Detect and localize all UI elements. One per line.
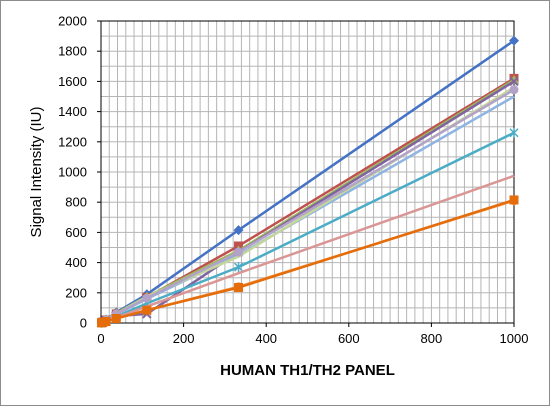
y-tick-label: 1200 (58, 134, 87, 149)
y-tick-label: 0 (80, 316, 87, 331)
y-tick-label: 1600 (58, 74, 87, 89)
y-tick-label: 1400 (58, 104, 87, 119)
data-point (233, 262, 244, 273)
x-axis-title: HUMAN TH1/TH2 PANEL (220, 362, 395, 379)
data-point (101, 316, 111, 326)
y-axis-title: Signal Intensity (IU) (28, 107, 45, 238)
data-point (509, 195, 519, 205)
data-point (509, 85, 519, 95)
y-tick-label: 1800 (58, 44, 87, 59)
x-tick-label: 400 (255, 331, 277, 346)
x-tick-label: 800 (421, 331, 443, 346)
data-point (142, 305, 152, 315)
y-tick-label: 400 (65, 255, 87, 270)
y-tick-label: 2000 (58, 14, 87, 29)
y-tick-label: 1000 (58, 165, 87, 180)
x-tick-label: 1000 (500, 331, 529, 346)
x-tick-label: 200 (173, 331, 195, 346)
series-lines (96, 35, 519, 328)
x-tick-label: 0 (97, 331, 104, 346)
data-series (97, 195, 519, 328)
data-point (509, 127, 519, 138)
data-point (234, 283, 244, 293)
data-point (142, 293, 152, 303)
y-tick-label: 800 (65, 195, 87, 210)
y-tick-label: 200 (65, 285, 87, 300)
y-axis-ticks: 0 200 400 600 800 1000 1200 1400 1600 1800 2000 (58, 14, 101, 331)
data-point (509, 35, 519, 46)
gridlines (101, 21, 514, 323)
data-point (111, 313, 121, 323)
data-point (233, 225, 244, 236)
x-axis-ticks: 0 200 400 600 800 1000 (97, 323, 528, 346)
x-tick-label: 600 (338, 331, 360, 346)
data-point (509, 76, 519, 87)
data-point (234, 247, 244, 257)
y-tick-label: 600 (65, 225, 87, 240)
